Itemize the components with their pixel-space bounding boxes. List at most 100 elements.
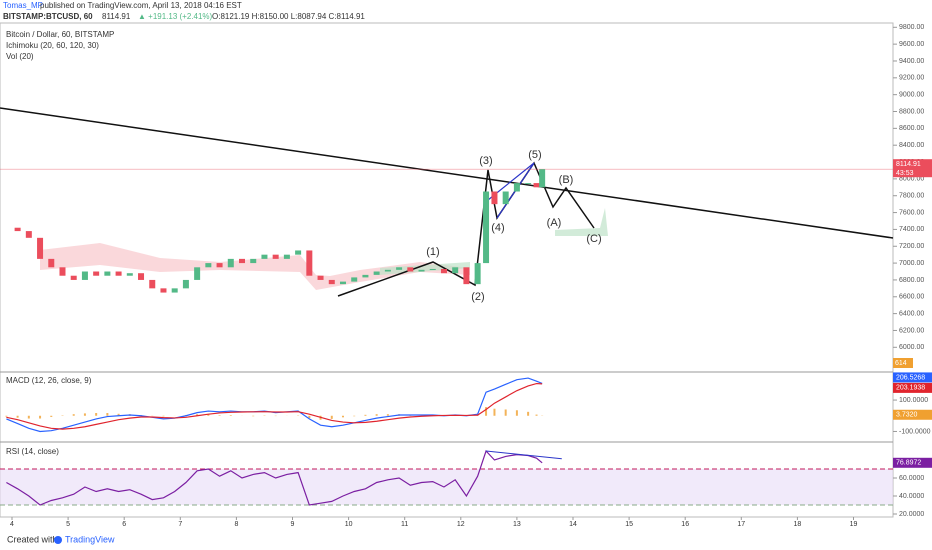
candle (384, 269, 391, 272)
macd-hist (493, 408, 496, 416)
price-tag (893, 159, 932, 178)
y-tick-label: 6000.00 (899, 344, 924, 351)
y-tick-label: 6400.00 (899, 310, 924, 317)
candle (115, 271, 122, 276)
x-tick-label: 16 (681, 521, 689, 528)
candle (261, 254, 268, 259)
chart-title: Bitcoin / Dollar, 60, BITSTAMP (6, 30, 114, 39)
candle (227, 258, 234, 268)
macd-hist (527, 411, 530, 416)
candle (283, 254, 290, 259)
published: published on TradingView.com, April 13, … (40, 1, 242, 10)
x-tick-label: 7 (178, 521, 182, 528)
macd-hist (515, 410, 518, 416)
candle (429, 268, 436, 270)
vol-tag-label: 614 (895, 360, 907, 367)
y-tick-label: -100.0000 (899, 428, 931, 435)
macd-hist (375, 414, 378, 416)
candle (239, 258, 246, 264)
candle (182, 279, 189, 289)
y-tick-label: 9800.00 (899, 24, 924, 31)
candle (216, 263, 223, 268)
macd-hist (27, 415, 30, 419)
y-tick-label: 8800.00 (899, 108, 924, 115)
x-tick-label: 8 (234, 521, 238, 528)
macd-hist (386, 414, 389, 416)
footer-brand[interactable]: TradingView (65, 534, 115, 544)
candle (306, 250, 313, 276)
rsi-line (6, 449, 543, 506)
ichimoku-cloud (40, 243, 470, 290)
footer-text: Created with (7, 534, 58, 544)
macd-hist (72, 414, 75, 416)
price-tag-label: 8114.91 (896, 161, 921, 168)
macd-hist (252, 415, 255, 417)
macd-hist (353, 415, 356, 417)
macd-hist (364, 414, 367, 416)
candle (295, 250, 302, 255)
macd-hist (16, 415, 19, 418)
macd-hist (162, 415, 165, 417)
macd-hist (207, 414, 210, 416)
y-tick-label: 100.0000 (899, 397, 928, 404)
y-tick-label: 8400.00 (899, 142, 924, 149)
y-tick-label: 9200.00 (899, 75, 924, 82)
wave-label: (4) (491, 222, 504, 234)
rsi-band (0, 469, 893, 505)
candle (539, 169, 546, 188)
candle (525, 183, 532, 185)
y-tick-label: 7800.00 (899, 193, 924, 200)
x-tick-label: 13 (513, 521, 521, 528)
y-tick-label: 60.0000 (899, 475, 924, 482)
x-tick-label: 17 (737, 521, 745, 528)
wave-label: (2) (471, 291, 484, 303)
candle (533, 183, 540, 188)
macd-hist (485, 407, 488, 416)
candle (171, 288, 178, 293)
macd-hist (308, 415, 311, 419)
candle (14, 227, 21, 232)
timer-label: 43:53 (896, 170, 914, 177)
rsi-divergence (485, 450, 562, 460)
rsi-tag (893, 457, 932, 468)
candle (25, 231, 32, 238)
candle (452, 267, 459, 274)
candle (502, 191, 509, 205)
y-tick-label: 7200.00 (899, 243, 924, 250)
macd-tag (893, 372, 932, 383)
macd-hist (341, 415, 344, 418)
candle (93, 271, 100, 276)
candle (474, 263, 481, 285)
rsi-tag-label: 76.8972 (896, 460, 921, 467)
y-tick-label: 9000.00 (899, 92, 924, 99)
x-tick-label: 12 (457, 521, 465, 528)
wave-label: (B) (559, 174, 574, 186)
candle (272, 254, 279, 259)
macd-hist (196, 414, 199, 416)
last: 8114.91 (102, 12, 131, 21)
signal-line (6, 382, 543, 430)
candle (440, 268, 447, 274)
macd-hist (95, 413, 98, 416)
x-tick-label: 18 (794, 521, 802, 528)
candle (70, 275, 77, 280)
ohlc: O:8121.19 H:8150.00 L:8087.94 C:8114.91 (212, 12, 365, 21)
author[interactable]: Tomas_MP (3, 1, 43, 10)
y-tick-label: 7400.00 (899, 226, 924, 233)
candle (104, 271, 111, 276)
legend: Ichimoku (20, 60, 120, 30) (6, 41, 99, 50)
candle (59, 267, 66, 276)
macd-hist (50, 415, 53, 417)
candle (250, 258, 257, 264)
macd-hist (504, 409, 507, 416)
x-tick-label: 4 (10, 521, 14, 528)
tv-logo (54, 536, 62, 544)
candle (205, 263, 212, 268)
trend-line (0, 107, 894, 239)
change: ▲ +191.13 (+2.41%) (138, 12, 213, 21)
macd-hist (83, 413, 86, 416)
x-tick-label: 14 (569, 521, 577, 528)
wave-label: (1) (426, 246, 439, 258)
macd-tag-label: 3.7320 (896, 412, 918, 419)
